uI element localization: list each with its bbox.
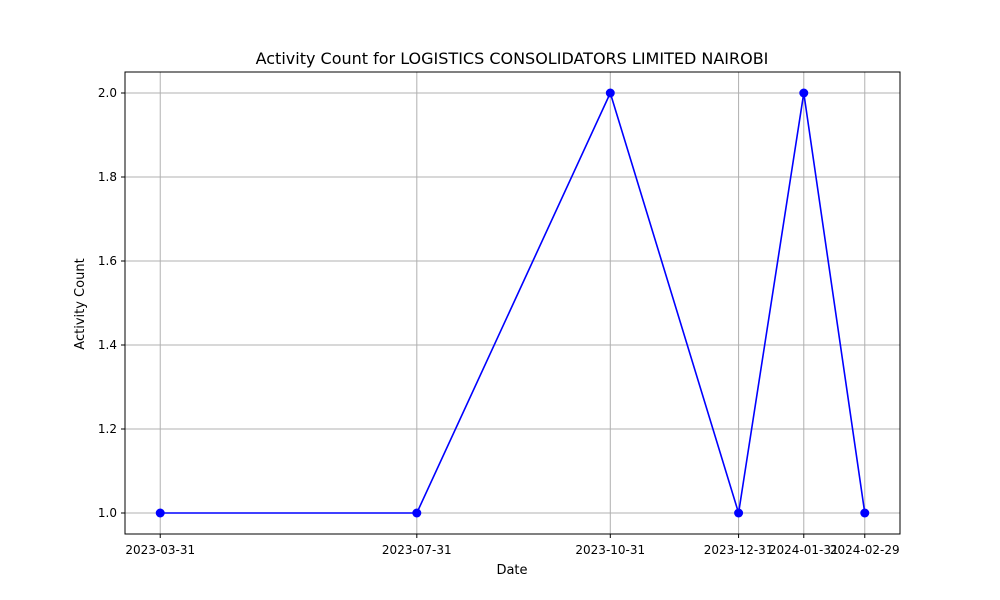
data-point <box>860 508 870 518</box>
y-tick-label: 1.6 <box>98 254 117 268</box>
data-point <box>155 508 165 518</box>
data-point <box>799 88 809 98</box>
y-tick-label: 1.2 <box>98 422 117 436</box>
axis-ticks: 2023-03-31 2023-07-31 2023-10-31 2023-12-31… <box>98 86 900 557</box>
x-tick-label: 2023-07-31 <box>382 543 452 557</box>
plot-frame <box>124 71 901 535</box>
data-point <box>412 508 422 518</box>
y-tick-label: 1.0 <box>98 506 117 520</box>
y-tick-label: 2.0 <box>98 86 117 100</box>
grid <box>125 72 900 534</box>
x-tick-label: 2023-03-31 <box>125 543 195 557</box>
x-tick-label: 2023-12-31 <box>704 543 774 557</box>
y-axis-label: Activity Count <box>73 258 88 349</box>
chart-title: Activity Count for LOGISTICS CONSOLIDATO… <box>256 49 769 68</box>
series-line <box>160 90 866 514</box>
y-tick-label: 1.8 <box>98 170 117 184</box>
x-tick-label: 2023-10-31 <box>575 543 645 557</box>
data-point <box>734 508 744 518</box>
x-axis-label: Date <box>496 563 527 578</box>
x-tick-label: 2024-01-31 <box>769 543 839 557</box>
series-area <box>155 88 870 518</box>
data-point <box>605 88 615 98</box>
y-tick-label: 1.4 <box>98 338 117 352</box>
x-tick-label: 2024-02-29 <box>830 543 900 557</box>
